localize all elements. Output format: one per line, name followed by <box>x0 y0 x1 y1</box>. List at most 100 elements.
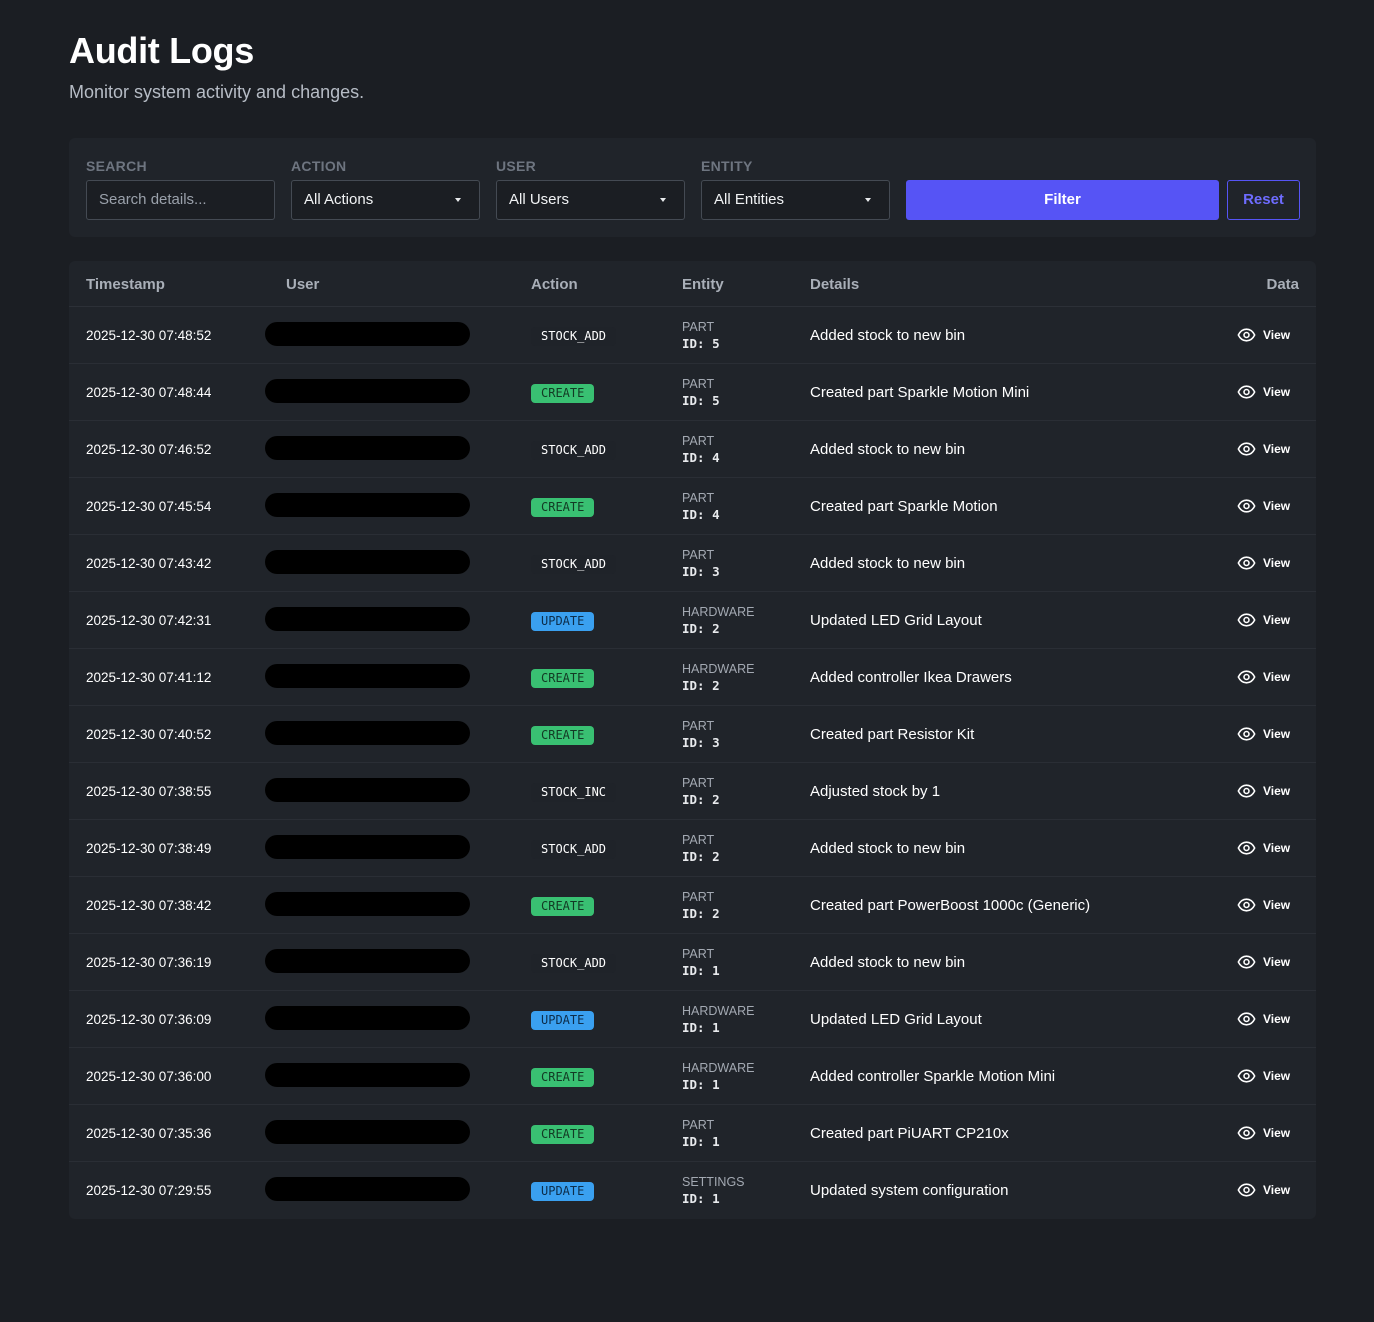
chevron-down-icon <box>455 198 461 202</box>
action-badge: CREATE <box>531 1125 595 1144</box>
table-row: 2025-12-30 07:36:19 STOCK_ADD PART ID: 1 Add… <box>69 934 1316 991</box>
view-button[interactable]: View <box>1237 667 1290 687</box>
table-row: 2025-12-30 07:42:31 UPDATE HARDWARE ID: 2 Up… <box>69 592 1316 649</box>
action-badge: CREATE <box>531 498 595 517</box>
page-title: Audit Logs <box>69 30 254 71</box>
column-header-data: Data <box>1266 276 1299 293</box>
view-label: View <box>1263 841 1291 855</box>
details-cell: Added stock to new bin <box>810 555 966 572</box>
view-label: View <box>1263 385 1291 399</box>
details-cell: Created part PowerBoost 1000c (Generic) <box>810 897 1091 914</box>
column-header-action: Action <box>531 276 578 293</box>
view-button[interactable]: View <box>1237 553 1290 573</box>
entity-select[interactable]: All Entities <box>701 180 890 220</box>
table-row: 2025-12-30 07:40:52 CREATE PART ID: 3 Create… <box>69 706 1316 763</box>
page-subtitle: Monitor system activity and changes. <box>69 82 365 102</box>
view-button[interactable]: View <box>1237 838 1290 858</box>
action-badge: STOCK_INC <box>531 783 617 802</box>
timestamp-cell: 2025-12-30 07:40:52 <box>86 727 212 742</box>
view-button[interactable]: View <box>1237 1009 1290 1029</box>
view-button[interactable]: View <box>1237 610 1290 630</box>
details-cell: Created part Sparkle Motion <box>810 498 998 515</box>
timestamp-cell: 2025-12-30 07:35:36 <box>86 1126 212 1141</box>
view-button[interactable]: View <box>1237 952 1290 972</box>
redacted-user <box>265 892 470 916</box>
entity-id: ID: 1 <box>682 1020 720 1035</box>
filter-button[interactable]: Filter <box>906 180 1219 220</box>
action-badge: STOCK_ADD <box>531 555 617 574</box>
view-label: View <box>1263 1183 1291 1197</box>
entity-type: HARDWARE <box>682 1061 755 1075</box>
search-label: SEARCH <box>86 158 147 174</box>
view-button[interactable]: View <box>1237 1123 1290 1143</box>
table-row: 2025-12-30 07:35:36 CREATE PART ID: 1 Create… <box>69 1105 1316 1162</box>
view-button[interactable]: View <box>1237 781 1290 801</box>
timestamp-cell: 2025-12-30 07:36:00 <box>86 1069 212 1084</box>
details-cell: Created part PiUART CP210x <box>810 1125 1009 1142</box>
entity-type: PART <box>682 434 715 448</box>
action-badge: CREATE <box>531 1068 595 1087</box>
view-button[interactable]: View <box>1237 1066 1290 1086</box>
redacted-user <box>265 550 470 574</box>
action-label: ACTION <box>291 158 347 174</box>
chevron-down-icon <box>865 198 871 202</box>
redacted-user <box>265 1120 470 1144</box>
action-select[interactable]: All Actions <box>291 180 480 220</box>
view-button[interactable]: View <box>1237 439 1290 459</box>
reset-button[interactable]: Reset <box>1227 180 1300 220</box>
view-label: View <box>1263 442 1291 456</box>
entity-type: SETTINGS <box>682 1175 745 1189</box>
entity-id: ID: 1 <box>682 1191 720 1206</box>
action-badge: CREATE <box>531 897 595 916</box>
entity-id: ID: 3 <box>682 564 720 579</box>
view-label: View <box>1263 898 1291 912</box>
entity-type: PART <box>682 491 715 505</box>
user-select[interactable]: All Users <box>496 180 685 220</box>
timestamp-cell: 2025-12-30 07:42:31 <box>86 613 212 628</box>
redacted-user <box>265 1006 470 1030</box>
view-label: View <box>1263 784 1291 798</box>
entity-id: ID: 5 <box>682 336 720 351</box>
entity-label: ENTITY <box>701 158 753 174</box>
view-button[interactable]: View <box>1237 1180 1290 1200</box>
entity-id: ID: 3 <box>682 735 720 750</box>
table-row: 2025-12-30 07:43:42 STOCK_ADD PART ID: 3 Add… <box>69 535 1316 592</box>
entity-type: HARDWARE <box>682 662 755 676</box>
view-button[interactable]: View <box>1237 895 1290 915</box>
redacted-user <box>265 1177 470 1201</box>
redacted-user <box>265 607 470 631</box>
entity-id: ID: 2 <box>682 906 720 921</box>
table-row: 2025-12-30 07:29:55 UPDATE SETTINGS ID: 1 Up… <box>69 1162 1316 1219</box>
column-header-details: Details <box>810 276 860 293</box>
audit-log-table: Timestamp User Action Entity Details Dat… <box>69 261 1316 1219</box>
entity-id: ID: 1 <box>682 1077 720 1092</box>
view-button[interactable]: View <box>1237 325 1290 345</box>
entity-id: ID: 4 <box>682 450 720 465</box>
table-row: 2025-12-30 07:45:54 CREATE PART ID: 4 Create… <box>69 478 1316 535</box>
view-button[interactable]: View <box>1237 496 1290 516</box>
action-badge: STOCK_ADD <box>531 327 617 346</box>
view-label: View <box>1263 613 1291 627</box>
redacted-user <box>265 721 470 745</box>
view-button[interactable]: View <box>1237 724 1290 744</box>
table-row: 2025-12-30 07:48:52 STOCK_ADD PART ID: 5 Add… <box>69 307 1316 364</box>
timestamp-cell: 2025-12-30 07:29:55 <box>86 1183 212 1198</box>
entity-id: ID: 4 <box>682 507 720 522</box>
view-button[interactable]: View <box>1237 382 1290 402</box>
filter-panel: SEARCH Search details... ACTION All Acti… <box>69 138 1316 237</box>
user-select-value: All Users <box>509 191 570 208</box>
search-input[interactable]: Search details... <box>86 180 275 220</box>
view-label: View <box>1263 1012 1291 1026</box>
action-badge: STOCK_ADD <box>531 954 617 973</box>
table-row: 2025-12-30 07:36:00 CREATE HARDWARE ID: 1 Ad… <box>69 1048 1316 1105</box>
eye-icon <box>1237 727 1256 741</box>
details-cell: Added stock to new bin <box>810 327 966 344</box>
details-cell: Adjusted stock by 1 <box>810 783 941 800</box>
timestamp-cell: 2025-12-30 07:48:52 <box>86 328 212 343</box>
timestamp-cell: 2025-12-30 07:48:44 <box>86 385 212 400</box>
user-filter: USER All Users <box>496 158 685 220</box>
details-cell: Added stock to new bin <box>810 840 966 857</box>
eye-icon <box>1237 328 1256 342</box>
table-row: 2025-12-30 07:41:12 CREATE HARDWARE ID: 2 Ad… <box>69 649 1316 706</box>
details-cell: Updated LED Grid Layout <box>810 1011 982 1028</box>
